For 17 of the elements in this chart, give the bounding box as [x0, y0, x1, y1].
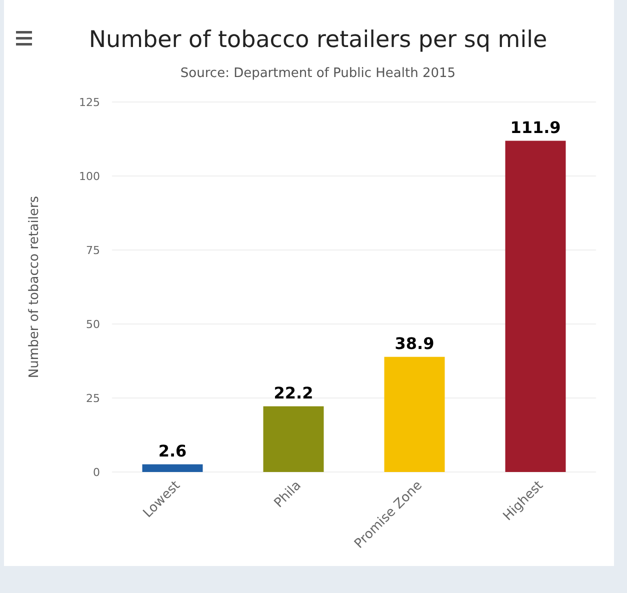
- y-tick-label: 50: [86, 318, 100, 331]
- bar: [505, 140, 566, 472]
- bar: [263, 406, 324, 472]
- bar: [384, 356, 445, 472]
- y-tick-label: 75: [86, 244, 100, 257]
- chart-title: Number of tobacco retailers per sq mile: [88, 27, 548, 53]
- data-label: 111.9: [510, 118, 561, 137]
- data-label: 2.6: [158, 441, 187, 460]
- y-tick-label: 100: [79, 170, 100, 183]
- y-tick-label: 0: [93, 466, 100, 479]
- y-tick-label: 25: [86, 392, 100, 405]
- data-label: 38.9: [394, 334, 434, 353]
- y-tick-label: 125: [79, 96, 100, 109]
- y-axis-title: Number of tobacco retailers: [27, 196, 42, 378]
- data-label: 22.2: [274, 383, 314, 402]
- chart-subtitle: Source: Department of Public Health 2015: [180, 66, 456, 81]
- bar: [142, 464, 203, 472]
